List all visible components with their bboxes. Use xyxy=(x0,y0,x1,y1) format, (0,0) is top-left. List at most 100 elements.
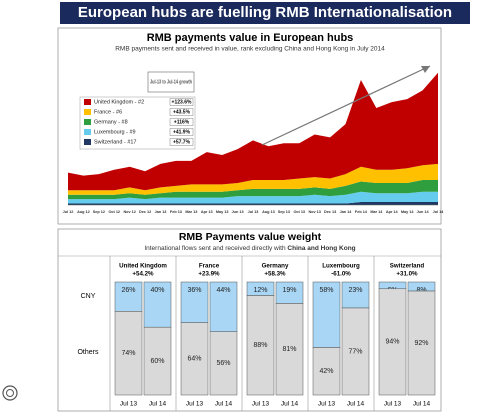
x-tick-label: Aug 13 xyxy=(262,210,275,214)
chart-title: RMB payments value in European hubs xyxy=(147,32,354,44)
subtitle-bold: China and Hong Kong xyxy=(287,245,355,252)
bar-segment xyxy=(378,288,407,396)
x-tick-label: Jul 13 xyxy=(318,401,336,408)
group-title: United Kingdom xyxy=(119,263,167,270)
value-label: 77% xyxy=(348,348,362,355)
x-tick-label: Jan 13 xyxy=(155,210,167,214)
growth-label: +41.9% xyxy=(173,129,191,135)
x-tick-label: Jul 13 xyxy=(248,210,259,214)
value-label: 8% xyxy=(416,287,426,294)
x-tick-label: Jul 13 xyxy=(384,401,402,408)
annotation: Jul-13 to Jul-14 growth xyxy=(150,79,192,85)
x-tick-label: Mar 14 xyxy=(370,210,383,214)
legend-label: France - #6 xyxy=(94,109,122,115)
group-title: Switzerland xyxy=(390,263,425,270)
row-label: CNY xyxy=(81,293,96,300)
growth-box xyxy=(169,118,194,126)
x-tick-label: May 13 xyxy=(216,210,229,214)
x-tick-label: Sep 13 xyxy=(278,210,290,214)
legend-label: United Kingdom - #2 xyxy=(94,99,144,105)
bar-segment xyxy=(114,281,143,312)
growth-box xyxy=(169,108,194,116)
group-growth: -61.0% xyxy=(331,271,351,278)
bar-segment xyxy=(312,347,341,396)
chart-subtitle: RMB payments sent and received in value,… xyxy=(115,46,385,53)
x-tick-label: May 14 xyxy=(401,210,415,214)
value-label: 36% xyxy=(187,287,201,294)
x-tick-label: Mar 13 xyxy=(185,210,197,214)
arrow-head xyxy=(421,66,430,73)
x-tick-label: Sep 12 xyxy=(93,210,105,214)
x-tick-label: Feb 14 xyxy=(355,210,368,214)
bar-segment xyxy=(143,281,172,328)
growth-label: +57.7% xyxy=(173,139,191,145)
value-label: 40% xyxy=(150,287,164,294)
bar-segment xyxy=(312,281,341,348)
bar-segment xyxy=(209,281,238,332)
value-label: 60% xyxy=(150,358,164,365)
value-label: 88% xyxy=(253,342,267,349)
bar-segment xyxy=(209,331,238,396)
bar-segment xyxy=(341,281,370,309)
subtitle-text: International flows sent and received di… xyxy=(144,245,287,252)
legend-label: Germany - #8 xyxy=(94,119,128,125)
x-tick-label: Jul 12 xyxy=(63,210,74,214)
x-tick-label: Jul 13 xyxy=(186,401,204,408)
growth-box xyxy=(169,98,194,106)
x-tick-label: Jul 13 xyxy=(120,401,138,408)
bar-segment xyxy=(275,303,304,396)
legend-swatch xyxy=(84,129,91,135)
x-tick-label: Feb 13 xyxy=(170,210,182,214)
value-label: 44% xyxy=(216,287,230,294)
value-label: 56% xyxy=(216,360,230,367)
x-tick-label: Jul 14 xyxy=(347,401,365,408)
value-label: 94% xyxy=(385,339,399,346)
value-label: 23% xyxy=(348,287,362,294)
x-tick-label: Dec 12 xyxy=(139,210,151,214)
legend-swatch xyxy=(84,99,91,105)
value-label: 19% xyxy=(282,287,296,294)
row-label: Others xyxy=(77,349,99,356)
growth-label: +116% xyxy=(174,119,190,125)
x-tick-label: Jul 13 xyxy=(252,401,270,408)
legend-swatch xyxy=(84,119,91,125)
x-tick-label: Jun 13 xyxy=(232,210,244,214)
x-tick-label: Jul 14 xyxy=(433,210,445,214)
x-tick-label: Apr 13 xyxy=(201,210,213,214)
x-tick-label: Jul 14 xyxy=(215,401,233,408)
x-tick-label: Aug 12 xyxy=(77,210,90,214)
group-growth: +54.2% xyxy=(132,271,154,278)
value-label: 12% xyxy=(253,287,267,294)
group-growth: +58.3% xyxy=(264,271,286,278)
trend-arrow xyxy=(261,65,431,146)
legend-label: Switzerland - #17 xyxy=(94,139,137,145)
area xyxy=(68,163,438,195)
group-growth: +31.0% xyxy=(396,271,418,278)
legend-swatch xyxy=(84,139,91,145)
value-label: 58% xyxy=(319,287,333,294)
x-tick-label: Nov 13 xyxy=(308,210,320,214)
annotation-box xyxy=(147,71,195,93)
value-label: 81% xyxy=(282,346,296,353)
area xyxy=(68,180,438,200)
legend-label: Luxembourg - #9 xyxy=(94,129,136,135)
legend-swatch xyxy=(84,109,91,115)
bar-segment xyxy=(114,311,143,396)
bar-segment xyxy=(407,290,436,396)
group-title: Luxembourg xyxy=(322,263,360,270)
value-label: 92% xyxy=(414,340,428,347)
area xyxy=(68,72,438,191)
bar-segment xyxy=(180,322,209,396)
x-tick-label: Dec 13 xyxy=(324,210,336,214)
x-tick-label: Oct 13 xyxy=(293,210,305,214)
x-tick-label: Jul 14 xyxy=(413,401,431,408)
x-tick-label: Jun 14 xyxy=(417,210,430,214)
x-tick-label: Oct 12 xyxy=(108,210,120,214)
x-tick-label: Jul 14 xyxy=(149,401,167,408)
banner-title: European hubs are fuelling RMB Internati… xyxy=(78,4,452,21)
growth-label: +123.6% xyxy=(172,99,192,105)
value-label: 26% xyxy=(121,287,135,294)
value-label: 74% xyxy=(121,350,135,357)
chart-title: RMB Payments value weight xyxy=(179,231,322,243)
